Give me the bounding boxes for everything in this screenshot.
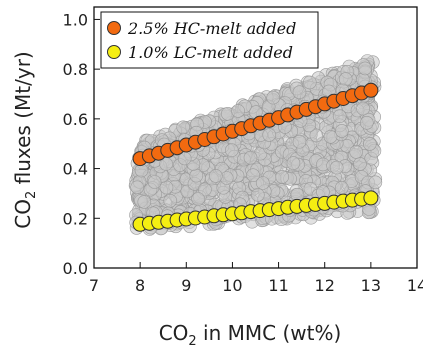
- model-point: [309, 128, 324, 143]
- x-axis-title: CO2 in MMC (wt%): [159, 321, 342, 345]
- model-point: [255, 176, 270, 190]
- model-point: [302, 75, 317, 90]
- model-point: [349, 145, 364, 159]
- x-tick-label: 8: [135, 276, 145, 295]
- model-point: [362, 137, 377, 151]
- model-point: [368, 175, 383, 190]
- model-point: [191, 192, 205, 206]
- model-point: [266, 90, 281, 105]
- x-tick-label: 11: [268, 276, 288, 295]
- model-point: [359, 116, 374, 130]
- y-axis-ticks: 0.0 0.2 0.4 0.6 0.8 1.0: [63, 10, 100, 278]
- x-tick-label: 9: [181, 276, 191, 295]
- model-point: [243, 150, 258, 165]
- model-point: [275, 170, 290, 184]
- model-point: [262, 128, 277, 142]
- model-point: [329, 160, 344, 175]
- model-point: [335, 124, 349, 138]
- model-point: [323, 130, 338, 144]
- model-point: [338, 72, 353, 86]
- model-point: [159, 180, 174, 195]
- series-0-point: [363, 82, 379, 98]
- y-tick-label: 0.0: [63, 259, 88, 278]
- legend-label-lc-melt: 1.0% LC-melt added: [128, 43, 293, 62]
- model-point: [209, 169, 223, 183]
- series-layer: [132, 82, 379, 232]
- legend-marker-hc-melt: [107, 21, 121, 35]
- y-tick-label: 0.8: [63, 60, 88, 79]
- x-axis-ticks: 7 8 9 10 11 12 13 14: [89, 262, 423, 295]
- model-point: [334, 181, 349, 195]
- model-point: [292, 85, 307, 99]
- y-axis-title: CO2 fluxes (Mt/yr): [11, 51, 39, 228]
- legend: 2.5% HC-melt added 1.0% LC-melt added: [100, 11, 319, 69]
- model-point: [176, 120, 190, 135]
- x-tick-label: 12: [315, 276, 335, 295]
- legend-label-hc-melt: 2.5% HC-melt added: [127, 19, 296, 38]
- legend-box: [100, 11, 319, 69]
- model-point: [130, 180, 144, 195]
- model-point: [225, 143, 239, 157]
- model-point: [250, 188, 265, 202]
- plot-frame: [93, 6, 418, 269]
- series-1: [132, 190, 379, 232]
- model-point: [358, 61, 372, 76]
- model-point: [332, 109, 347, 123]
- legend-marker-lc-melt: [107, 45, 121, 59]
- y-tick-label: 0.6: [63, 110, 88, 129]
- x-tick-label: 13: [361, 276, 381, 295]
- model-point: [163, 194, 177, 208]
- x-tick-label: 14: [407, 276, 423, 295]
- series-0: [132, 82, 379, 167]
- x-tick-label: 7: [89, 276, 99, 295]
- model-point: [356, 101, 370, 116]
- model-point: [198, 182, 212, 197]
- model-point: [231, 104, 245, 118]
- model-point: [286, 156, 301, 170]
- model-point: [137, 195, 152, 209]
- y-tick-label: 0.4: [63, 160, 88, 179]
- model-point: [353, 157, 367, 171]
- x-tick-label: 10: [222, 276, 242, 295]
- model-point: [246, 168, 260, 182]
- y-tick-label: 1.0: [63, 10, 88, 29]
- model-point: [189, 168, 204, 183]
- y-tick-label: 0.2: [63, 209, 88, 228]
- series-1-point: [363, 190, 379, 206]
- model-point: [147, 175, 162, 189]
- model-point: [292, 134, 307, 149]
